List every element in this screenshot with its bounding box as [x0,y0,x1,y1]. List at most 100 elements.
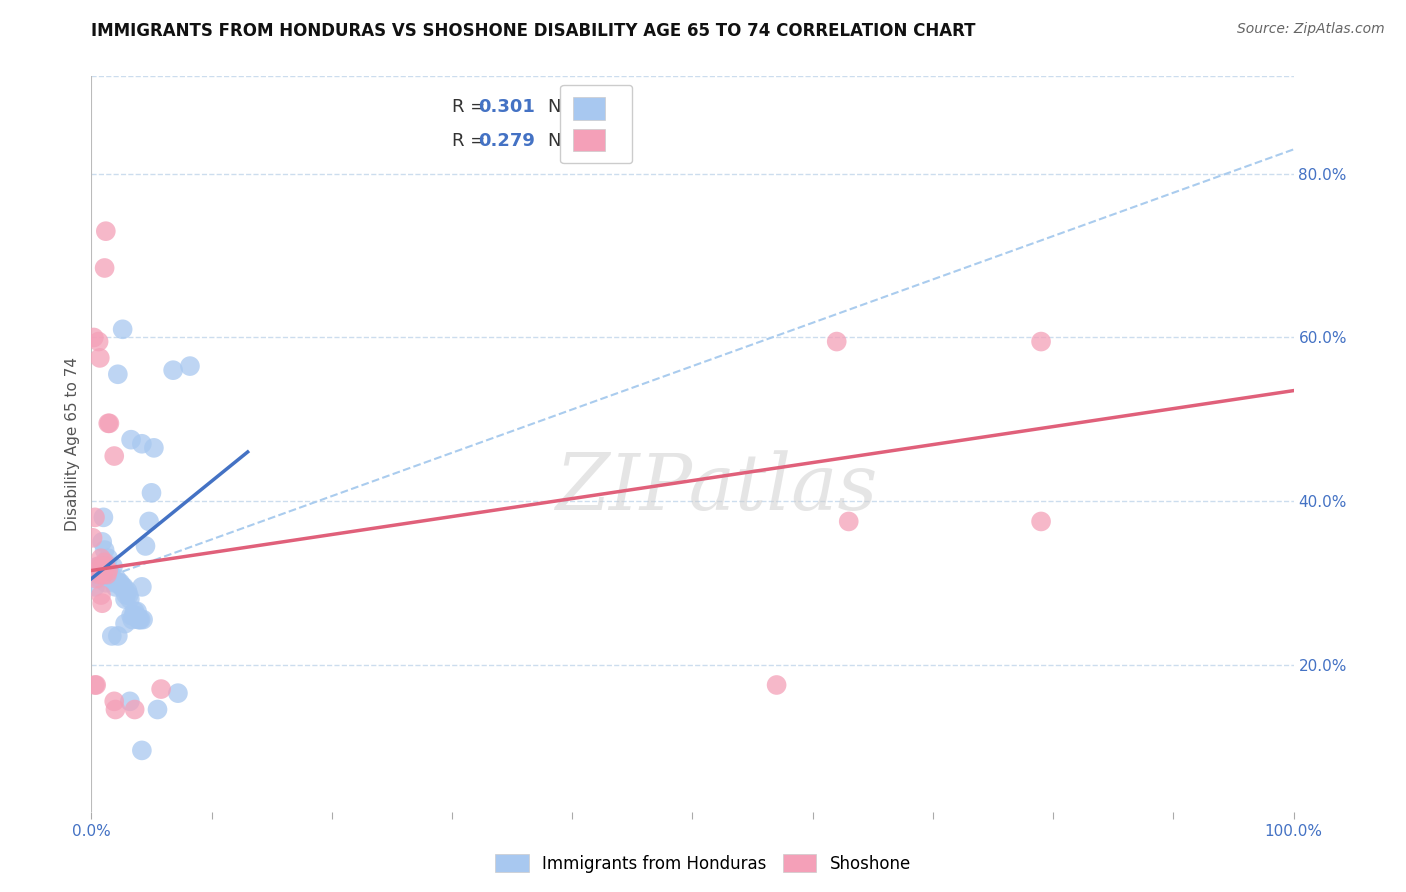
Text: 0.301: 0.301 [478,98,536,117]
Text: Source: ZipAtlas.com: Source: ZipAtlas.com [1237,22,1385,37]
Point [94,575,117,590]
Text: 62: 62 [572,98,598,117]
Point [120,608,142,623]
Point [150,681,173,696]
Point [97,564,120,578]
Point [128,613,150,627]
Point [107,575,129,590]
Point [98,417,121,431]
Point [146,702,169,716]
Text: N =: N = [548,132,588,150]
Point [94,224,117,238]
Point [107,368,129,382]
Point [100,567,122,582]
Point [93,260,115,275]
Point [138,515,160,529]
Point [103,449,125,463]
Point [104,580,127,594]
Point [105,572,128,586]
Point [96,567,118,582]
Point [101,559,124,574]
Point [124,604,146,618]
Point [125,608,148,623]
Point [115,588,138,602]
Point [98,564,121,578]
Point [94,559,117,574]
Point [87,559,110,574]
Point [82,531,104,545]
Point [89,351,111,365]
Point [118,694,141,708]
Point [118,588,141,602]
Point [141,485,163,500]
Point [114,616,136,631]
Point [131,580,153,594]
Text: R =: R = [451,132,491,150]
Text: 34: 34 [572,132,598,150]
Point [89,567,111,582]
Point [91,559,114,574]
Point [121,613,143,627]
Point [84,678,107,692]
Point [132,613,155,627]
Point [84,510,107,524]
Point [125,604,148,618]
Point [90,567,112,582]
Point [84,678,107,692]
Point [108,575,131,590]
Point [89,572,111,586]
Point [134,539,156,553]
Point [90,551,112,566]
Point [96,559,118,574]
Point [84,572,107,586]
Text: IMMIGRANTS FROM HONDURAS VS SHOSHONE DISABILITY AGE 65 TO 74 CORRELATION CHART: IMMIGRANTS FROM HONDURAS VS SHOSHONE DIS… [91,22,976,40]
Point [101,629,124,643]
Text: ZIPatlas: ZIPatlas [555,450,877,526]
Point [91,535,114,549]
Point [129,613,152,627]
Y-axis label: Disability Age 65 to 74: Disability Age 65 to 74 [65,357,80,531]
Point [1029,334,1052,349]
Point [1029,515,1052,529]
Point [142,441,165,455]
Point [117,584,139,599]
Point [131,437,153,451]
Point [179,359,201,373]
Point [110,575,132,590]
Point [103,694,125,708]
Point [86,559,108,574]
Point [87,334,110,349]
Point [84,580,107,594]
Point [97,417,120,431]
Point [93,543,115,558]
Point [167,686,190,700]
Point [111,322,134,336]
Text: N =: N = [548,98,588,117]
Point [107,629,129,643]
Point [825,334,848,349]
Point [83,330,105,344]
Point [120,433,142,447]
Point [93,567,115,582]
Point [131,743,153,757]
Point [162,363,184,377]
Legend: , : , [560,85,633,163]
Point [91,596,114,610]
Point [86,564,108,578]
Point [93,555,115,569]
Point [87,567,110,582]
Text: R =: R = [451,98,491,117]
Point [101,572,124,586]
Point [122,608,145,623]
Point [97,551,120,566]
Point [114,592,136,607]
Point [111,580,134,594]
Point [124,702,146,716]
Point [103,575,125,590]
Point [90,588,112,602]
Point [838,515,860,529]
Text: 0.279: 0.279 [478,132,536,150]
Point [93,510,115,524]
Point [118,592,141,607]
Point [104,702,127,716]
